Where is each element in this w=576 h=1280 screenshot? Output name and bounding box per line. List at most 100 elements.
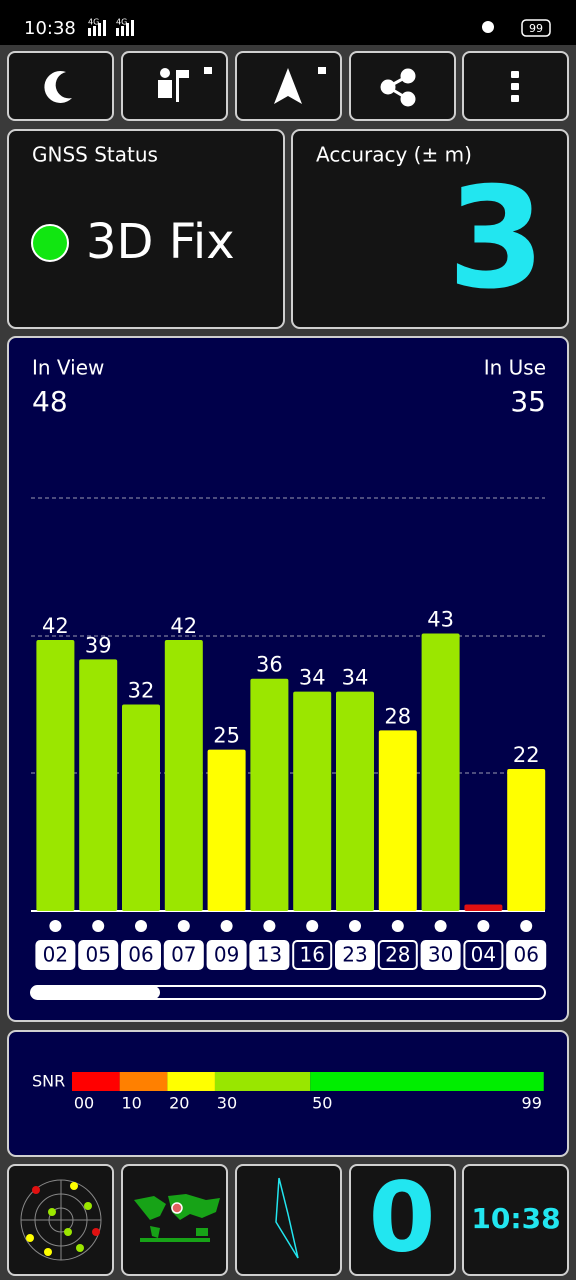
satellite-dot [391,920,404,932]
satellite-id: 05 [85,943,110,967]
value-label: 34 [342,666,369,690]
snr-segment [119,1072,168,1091]
snr-tick-label: 20 [169,1094,189,1113]
snr-segment [167,1072,215,1091]
satellite-dot [349,920,361,932]
share-icon [380,68,416,107]
satellites-button[interactable] [349,1164,456,1276]
accuracy-value: 3 [448,158,545,321]
arrow-icon [274,68,302,104]
bar [293,691,332,911]
satellite-id: 06 [128,943,153,967]
snr-label: SNR [32,1072,65,1091]
satellite-dot [477,920,490,932]
position-marker [171,1202,183,1214]
accuracy-panel [291,129,569,329]
satellite-id-box [463,940,504,970]
value-label: 28 [384,704,411,728]
satellite-dot [49,920,62,932]
bar [122,704,160,911]
snr-segment [310,1072,544,1091]
satellite-dot [306,920,319,932]
value-label: 42 [42,614,69,638]
satellite-dot [263,920,276,932]
location-icon [482,21,494,33]
compass-outline [275,1177,299,1259]
network: 4G [88,18,99,27]
satellite-dot [434,920,447,932]
night-mode-button[interactable] [7,51,114,121]
gnss-status-panel [7,129,285,329]
map-button[interactable] [121,1164,228,1276]
waypoint-button[interactable] [121,51,228,121]
sky-plot-icon [20,1179,102,1261]
satellite-id: 28 [385,943,410,967]
share-button[interactable] [349,51,456,121]
satellite-id: 30 [428,943,453,967]
satellite-dot [520,920,533,932]
satellite-id-box [292,940,333,970]
snr-panel [7,1030,569,1157]
clock-button[interactable] [462,1164,569,1276]
in-view-count: 48 [32,385,68,418]
snr-segment [72,1072,120,1091]
satellite-dot [177,920,190,932]
bar [507,769,546,911]
value-label: 25 [213,724,240,748]
satellite-dot [220,920,233,932]
satellite-id: 13 [257,943,282,967]
bar [464,904,503,911]
status-bar [0,0,576,45]
satellite-count: 0 [369,1161,436,1273]
battery [521,19,551,37]
satellite-id: 09 [214,943,239,967]
network: 4G [116,18,127,27]
value-label: 22 [513,743,540,767]
bar [207,749,246,911]
satellite-id-box [420,940,461,970]
in-use-label: In Use [484,356,546,380]
lock-icon [318,67,326,74]
satellite-id: 02 [43,943,68,967]
satellite-id-box [249,940,290,970]
satellite-id: 07 [171,943,196,967]
bar [336,691,374,911]
in-use-count: 35 [510,385,546,418]
person-flag-icon [158,67,212,102]
snr-tick-label: 99 [522,1094,542,1113]
value-label: 32 [128,679,155,703]
satellite-id-box [35,940,76,970]
value-label: 43 [427,608,454,632]
fix-indicator [31,224,69,262]
snr-tick-label: 50 [312,1094,332,1113]
snr-segment [214,1072,311,1091]
bar [421,633,460,911]
snr-tick-label: 30 [217,1094,237,1113]
sky-plot-dots [26,1182,100,1256]
compass-button[interactable] [235,1164,342,1276]
accuracy-label: Accuracy (± m) [316,143,472,167]
toolbar [7,51,569,121]
value-label: 39 [85,633,112,657]
bar [79,659,118,911]
status-time: 10:38 [24,18,76,39]
value-label: 42 [170,614,197,638]
world-map-icon [134,1194,220,1242]
value-label: 36 [256,653,283,677]
satellite-id-box [335,940,375,970]
satellite-id: 04 [471,943,496,967]
gnss-status-label: GNSS Status [32,143,158,167]
satellite-id-box [506,940,547,970]
satellite-dot [92,920,105,932]
scroll-thumb[interactable] [31,986,160,999]
satellite-id-box [121,940,161,970]
satellite-id-box [377,940,418,970]
snr-tick-label: 00 [74,1094,94,1113]
satellite-id-box [163,940,204,970]
battery-level: 99 [529,22,543,35]
clock: 10:38 [471,1202,560,1235]
satellite-id-box [206,940,247,970]
signal-bars [88,20,134,36]
fix-status: 3D Fix [86,214,235,270]
